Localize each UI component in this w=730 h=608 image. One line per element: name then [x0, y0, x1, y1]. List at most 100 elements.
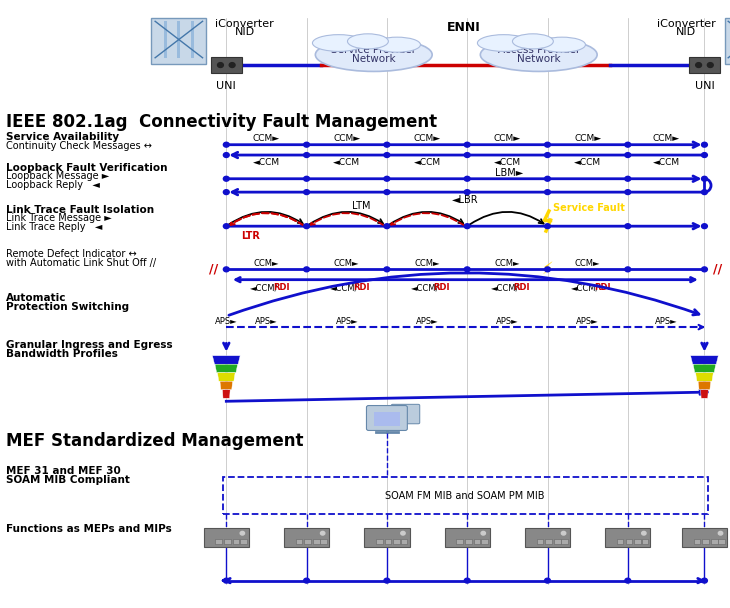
- Ellipse shape: [512, 34, 553, 49]
- Polygon shape: [693, 364, 716, 373]
- FancyBboxPatch shape: [313, 539, 320, 544]
- Circle shape: [702, 153, 707, 157]
- Circle shape: [464, 224, 470, 229]
- Text: APS►: APS►: [255, 317, 277, 326]
- Circle shape: [642, 531, 646, 535]
- Text: ◄CCM: ◄CCM: [253, 158, 280, 167]
- Ellipse shape: [374, 37, 420, 52]
- Text: Functions as MEPs and MIPs: Functions as MEPs and MIPs: [6, 524, 172, 534]
- Text: Link Trace Fault Isolation: Link Trace Fault Isolation: [6, 205, 154, 215]
- Text: UNI: UNI: [694, 81, 715, 91]
- FancyBboxPatch shape: [296, 539, 302, 544]
- Text: with Automatic Link Shut Off //: with Automatic Link Shut Off //: [6, 258, 156, 268]
- Circle shape: [223, 190, 229, 195]
- Polygon shape: [223, 390, 230, 398]
- Ellipse shape: [477, 35, 530, 52]
- Text: RDI: RDI: [273, 283, 289, 292]
- FancyBboxPatch shape: [561, 539, 568, 544]
- Ellipse shape: [347, 34, 388, 49]
- Circle shape: [625, 267, 631, 272]
- FancyBboxPatch shape: [211, 57, 242, 73]
- FancyBboxPatch shape: [537, 539, 543, 544]
- Text: APS►: APS►: [416, 317, 438, 326]
- Circle shape: [718, 531, 723, 535]
- Circle shape: [464, 142, 470, 147]
- Circle shape: [218, 63, 223, 67]
- FancyBboxPatch shape: [385, 539, 391, 544]
- FancyBboxPatch shape: [204, 528, 249, 547]
- Text: LTR: LTR: [241, 231, 260, 241]
- Circle shape: [223, 224, 229, 229]
- Circle shape: [545, 142, 550, 147]
- FancyBboxPatch shape: [152, 18, 206, 64]
- FancyBboxPatch shape: [284, 528, 329, 547]
- FancyBboxPatch shape: [465, 539, 472, 544]
- FancyBboxPatch shape: [364, 528, 410, 547]
- Text: Service Availability: Service Availability: [6, 132, 119, 142]
- Bar: [177, 21, 180, 58]
- Circle shape: [384, 224, 390, 229]
- Text: Continuity Check Messages ↔: Continuity Check Messages ↔: [6, 141, 152, 151]
- FancyBboxPatch shape: [474, 539, 480, 544]
- Circle shape: [545, 224, 550, 229]
- Text: Service Provider: Service Provider: [331, 45, 416, 55]
- Ellipse shape: [480, 38, 597, 72]
- Circle shape: [223, 142, 229, 147]
- FancyBboxPatch shape: [634, 539, 641, 544]
- Circle shape: [304, 224, 310, 229]
- Ellipse shape: [315, 38, 432, 72]
- Text: ◄LBR: ◄LBR: [452, 195, 479, 205]
- FancyBboxPatch shape: [393, 539, 400, 544]
- Circle shape: [696, 63, 702, 67]
- Circle shape: [384, 142, 390, 147]
- FancyBboxPatch shape: [445, 528, 490, 547]
- Text: CCM►: CCM►: [253, 134, 280, 143]
- FancyBboxPatch shape: [545, 539, 552, 544]
- Text: ◄CCM: ◄CCM: [574, 158, 602, 167]
- Circle shape: [304, 176, 310, 181]
- Polygon shape: [218, 373, 235, 381]
- FancyBboxPatch shape: [481, 539, 488, 544]
- FancyBboxPatch shape: [374, 412, 400, 426]
- Circle shape: [464, 190, 470, 195]
- Text: APS►: APS►: [496, 317, 518, 326]
- FancyBboxPatch shape: [391, 404, 420, 424]
- Text: CCM►: CCM►: [574, 134, 602, 143]
- Text: APS►: APS►: [215, 317, 237, 326]
- Text: RDI: RDI: [434, 283, 450, 292]
- Circle shape: [625, 224, 631, 229]
- Circle shape: [625, 578, 631, 583]
- Circle shape: [545, 153, 550, 157]
- FancyBboxPatch shape: [304, 539, 311, 544]
- Text: ◄CCM/: ◄CCM/: [250, 283, 278, 292]
- FancyBboxPatch shape: [366, 406, 407, 430]
- Text: MEF 31 and MEF 30: MEF 31 and MEF 30: [6, 466, 120, 475]
- Circle shape: [304, 190, 310, 195]
- Polygon shape: [220, 381, 233, 390]
- Text: ◄CCM/: ◄CCM/: [411, 283, 439, 292]
- Text: Loopback Message ►: Loopback Message ►: [6, 171, 109, 181]
- Text: NID: NID: [676, 27, 696, 37]
- Circle shape: [304, 142, 310, 147]
- Circle shape: [625, 153, 631, 157]
- Text: ENNI: ENNI: [447, 21, 480, 34]
- Text: RDI: RDI: [353, 283, 369, 292]
- Circle shape: [384, 267, 390, 272]
- Text: CCM►: CCM►: [415, 259, 439, 268]
- Text: APS►: APS►: [577, 317, 599, 326]
- Text: ◄CCM/: ◄CCM/: [491, 283, 519, 292]
- FancyBboxPatch shape: [456, 539, 463, 544]
- Circle shape: [481, 531, 485, 535]
- Text: Network: Network: [352, 54, 396, 64]
- Text: Service Fault: Service Fault: [553, 203, 625, 213]
- Circle shape: [702, 224, 707, 229]
- Circle shape: [384, 153, 390, 157]
- Circle shape: [625, 176, 631, 181]
- Circle shape: [561, 531, 566, 535]
- Circle shape: [702, 176, 707, 181]
- FancyBboxPatch shape: [694, 539, 700, 544]
- Bar: [191, 21, 194, 58]
- Polygon shape: [696, 373, 713, 381]
- Text: ⚡: ⚡: [542, 260, 553, 278]
- Text: CCM►: CCM►: [413, 134, 441, 143]
